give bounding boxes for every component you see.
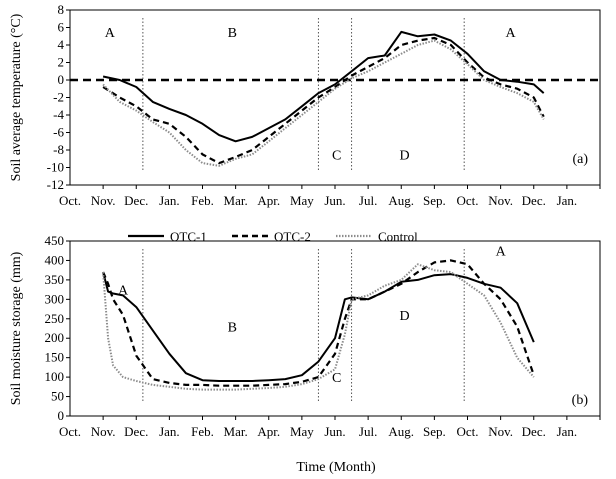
x-tick-label: Aug. — [388, 193, 414, 208]
x-tick-label: Sep. — [423, 193, 446, 208]
zone-label: D — [400, 309, 410, 324]
y-tick-label: 0 — [58, 408, 65, 423]
x-tick-label: Apr. — [257, 424, 280, 439]
y-tick-label: 50 — [51, 389, 64, 404]
series-line-otc-2 — [102, 36, 545, 165]
y-tick-label: -8 — [53, 142, 64, 157]
zone-label: B — [228, 26, 237, 41]
y-tick-label: -10 — [47, 160, 64, 175]
series-line-otc-1 — [102, 30, 545, 143]
x-tick-label: Nov. — [488, 424, 513, 439]
series-line-otc-1 — [102, 271, 535, 382]
y-tick-label: 200 — [45, 330, 65, 345]
y-tick-label: -2 — [53, 90, 64, 105]
panel-a-temperature: -12 -10 -8 -6 -4 -2 0 2 4 6 8 Oct. Nov. Dec. Jan. Feb. M… — [9, 2, 601, 208]
zone-label: A — [118, 284, 129, 299]
y-tick-label: 8 — [58, 2, 65, 17]
y-tick-label: 6 — [58, 20, 65, 35]
x-tick-label: Dec. — [124, 193, 148, 208]
y-axis-label: Soil average temperature (°C) — [9, 13, 24, 181]
y-tick-label: 150 — [45, 350, 65, 365]
x-tick-label: Apr. — [257, 193, 280, 208]
y-tick-label: 350 — [45, 272, 65, 287]
zone-label: A — [506, 26, 517, 41]
x-tick-label: Oct. — [59, 193, 81, 208]
legend-label: OTC-2 — [274, 229, 311, 244]
legend: OTC-1 OTC-2 Control — [128, 229, 418, 244]
zone-label: C — [332, 371, 341, 386]
x-tick-label: May — [290, 193, 314, 208]
x-tick-label: Jan. — [159, 424, 180, 439]
x-tick-label: Feb. — [191, 424, 214, 439]
x-tick-label: Jun. — [324, 424, 345, 439]
zone-label: A — [496, 245, 507, 260]
y-tick-label: -6 — [53, 125, 64, 140]
x-tick-label: Oct. — [59, 424, 81, 439]
zone-label: A — [105, 26, 116, 41]
y-tick-label: 2 — [58, 55, 65, 70]
x-axis-label: Time (Month) — [296, 460, 376, 475]
y-tick-label: 300 — [45, 291, 65, 306]
y-tick-label: 0 — [58, 72, 65, 87]
zone-label: B — [228, 321, 237, 336]
zone-label: C — [332, 148, 341, 163]
y-tick-label: 400 — [45, 252, 65, 267]
x-tick-label: Nov. — [91, 193, 116, 208]
x-tick-label: Jun. — [324, 193, 345, 208]
y-tick-label: 4 — [58, 37, 65, 52]
panel-b-moisture: 0 50 100 150 200 250 300 350 400 450 Oct. Nov. Dec. J… — [9, 233, 601, 439]
x-tick-label: Oct. — [456, 424, 478, 439]
series-line-otc-2 — [102, 259, 535, 387]
x-tick-label: May — [290, 424, 314, 439]
y-axis-label: Soil moisture storage (mm) — [9, 251, 24, 405]
series-line-control — [102, 263, 535, 391]
x-tick-label: Sep. — [423, 424, 446, 439]
x-tick-label: Jul. — [359, 424, 377, 439]
x-tick-label: Oct. — [456, 193, 478, 208]
y-tick-label: 100 — [45, 369, 65, 384]
legend-label: OTC-1 — [170, 229, 207, 244]
x-tick-label: Jul. — [359, 193, 377, 208]
y-tick-label: 450 — [45, 233, 65, 248]
y-tick-label: -12 — [47, 177, 64, 192]
x-tick-label: Nov. — [488, 193, 513, 208]
x-tick-label: Dec. — [124, 424, 148, 439]
x-tick-label: Jan. — [557, 424, 578, 439]
x-tick-label: Jan. — [557, 193, 578, 208]
zone-label: D — [400, 148, 410, 163]
y-tick-label: -4 — [53, 107, 64, 122]
x-tick-label: Feb. — [191, 193, 214, 208]
x-tick-label: Mar. — [224, 193, 248, 208]
series-line-control — [102, 39, 545, 167]
legend-label: Control — [378, 229, 418, 244]
y-tick-label: 250 — [45, 311, 65, 326]
x-tick-label: Aug. — [388, 424, 414, 439]
x-tick-label: Dec. — [522, 193, 546, 208]
x-tick-label: Mar. — [224, 424, 248, 439]
plot-frame — [69, 240, 601, 417]
panel-label: (a) — [572, 152, 588, 167]
x-tick-label: Nov. — [91, 424, 116, 439]
panel-label: (b) — [572, 393, 589, 408]
x-tick-label: Jan. — [159, 193, 180, 208]
x-tick-label: Dec. — [522, 424, 546, 439]
